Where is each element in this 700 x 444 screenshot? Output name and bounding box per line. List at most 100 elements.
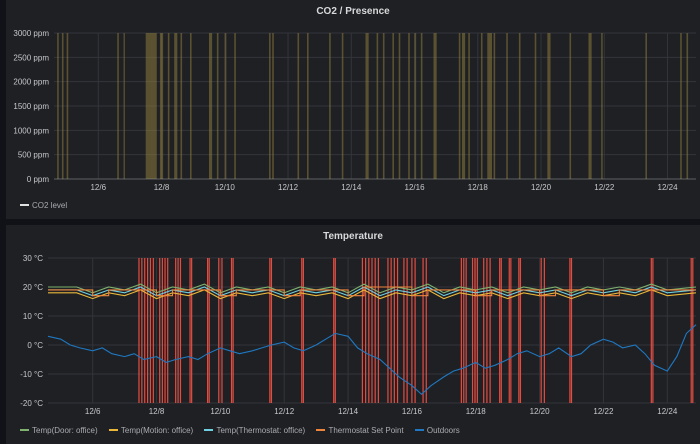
presence-band <box>680 33 682 179</box>
co2-y-tick-label: 500 ppm <box>18 151 49 160</box>
presence-band <box>61 33 64 179</box>
presence-band <box>433 33 437 179</box>
presence-band <box>408 33 410 179</box>
temperature-panel-title[interactable]: Temperature <box>323 231 383 242</box>
presence-band <box>145 33 157 179</box>
co2-x-tick-label: 12/18 <box>468 183 489 192</box>
presence-band <box>224 33 227 179</box>
presence-band <box>398 33 401 179</box>
legend-label: Temp(Door: office) <box>32 426 98 435</box>
co2-x-tick-label: 12/24 <box>658 183 679 192</box>
presence-band <box>487 33 493 179</box>
legend-item-co2-level[interactable]: CO2 level <box>20 201 67 210</box>
presence-band <box>458 33 461 179</box>
presence-band <box>569 33 572 179</box>
legend-label: Temp(Motion: office) <box>120 426 194 435</box>
presence-band <box>480 33 483 179</box>
legend-swatch <box>20 428 29 431</box>
presence-band <box>159 33 164 179</box>
presence-band <box>269 33 271 179</box>
co2-y-tick-label: 2500 ppm <box>13 53 49 62</box>
presence-band <box>234 33 236 179</box>
co2-y-tick-label: 1500 ppm <box>13 102 49 111</box>
temp-y-tick-label: -20 °C <box>20 399 43 408</box>
co2-y-tick-label: 2000 ppm <box>13 78 49 87</box>
presence-band <box>272 33 274 179</box>
legend-label: Outdoors <box>426 426 460 435</box>
temp-x-tick-label: 12/8 <box>149 407 165 416</box>
presence-band <box>392 33 394 179</box>
co2-legend: CO2 level <box>20 201 76 210</box>
co2-x-tick-label: 12/16 <box>405 183 426 192</box>
presence-band <box>382 33 385 179</box>
presence-band <box>686 33 689 179</box>
legend-item-motion[interactable]: Temp(Motion: office) <box>108 426 194 435</box>
temp-x-tick-label: 12/14 <box>338 407 359 416</box>
setpoint-line <box>48 286 696 297</box>
presence-band <box>534 33 537 179</box>
temperature-chart: 30 °C 20 °C 10 °C 0 °C -10 °C -20 °C 12/6 12/8 1… <box>20 254 697 416</box>
legend-swatch <box>204 428 214 431</box>
legend-label: Thermostat Set Point <box>328 426 404 435</box>
presence-band <box>216 33 219 179</box>
presence-band <box>601 33 603 179</box>
co2-y-tick-label: 1000 ppm <box>13 126 49 135</box>
co2-y-tick-label: 0 ppm <box>27 175 50 184</box>
legend-item-thermostat[interactable]: Temp(Thermostat: office) <box>204 426 305 435</box>
presence-band <box>420 33 423 179</box>
presence-band <box>66 33 69 179</box>
co2-y-tick-label: 3000 ppm <box>13 29 49 38</box>
presence-band <box>208 33 213 179</box>
presence-band <box>461 33 466 179</box>
co2-x-tick-label: 12/8 <box>154 183 170 192</box>
legend-item-outdoors[interactable]: Outdoors <box>414 426 460 435</box>
presence-band <box>547 33 551 179</box>
presence-band <box>376 33 379 179</box>
temp-x-tick-label: 12/20 <box>530 407 551 416</box>
temp-y-tick-label: 30 °C <box>23 254 43 263</box>
legend-label: CO2 level <box>32 201 68 210</box>
temperature-legend: Temp(Door: office) Temp(Motion: office) … <box>20 426 469 435</box>
presence-band <box>414 33 417 179</box>
co2-x-tick-label: 12/22 <box>594 183 615 192</box>
presence-band <box>297 33 300 179</box>
legend-swatch <box>20 203 29 206</box>
co2-x-tick-label: 12/20 <box>531 183 552 192</box>
co2-chart: 3000 ppm 2500 ppm 2000 ppm 1500 ppm 1000 ppm… <box>13 29 696 192</box>
presence-band <box>174 33 178 179</box>
presence-band <box>518 33 521 179</box>
temp-y-tick-label: 0 °C <box>27 341 43 350</box>
temperature-panel: Temperature 30 °C 20 °C 10 °C 0 °C -10 °C -20… <box>6 225 700 444</box>
legend-swatch <box>108 428 118 431</box>
temp-y-tick-label: 20 °C <box>23 283 43 292</box>
presence-band <box>645 33 647 179</box>
legend-label: Temp(Thermostat: office) <box>216 426 306 435</box>
legend-item-setpoint[interactable]: Thermostat Set Point <box>316 426 404 435</box>
legend-swatch <box>316 428 326 431</box>
co2-x-tick-label: 12/10 <box>215 183 236 192</box>
presence-band <box>167 33 170 179</box>
temp-x-tick-label: 12/10 <box>210 407 231 416</box>
presence-band <box>588 33 592 179</box>
thermostat-temp-line <box>48 286 697 297</box>
presence-band <box>57 33 59 179</box>
presence-band <box>189 33 192 179</box>
temp-y-tick-label: 10 °C <box>23 312 43 321</box>
presence-band <box>506 33 508 179</box>
legend-swatch <box>414 428 424 431</box>
presence-band <box>117 33 119 179</box>
temp-x-tick-label: 12/16 <box>402 407 423 416</box>
legend-item-door[interactable]: Temp(Door: office) <box>20 426 98 435</box>
co2-x-tick-label: 12/14 <box>341 183 362 192</box>
presence-band <box>493 33 496 179</box>
temp-x-tick-label: 12/22 <box>593 407 614 416</box>
presence-band <box>468 33 470 179</box>
co2-panel-title[interactable]: CO2 / Presence <box>316 6 390 17</box>
temp-x-tick-label: 12/18 <box>466 407 487 416</box>
presence-band <box>329 33 331 179</box>
temp-x-tick-label: 12/6 <box>85 407 101 416</box>
presence-band <box>365 33 369 179</box>
presence-band <box>341 33 344 179</box>
presence-band <box>180 33 183 179</box>
presence-band <box>307 33 309 179</box>
